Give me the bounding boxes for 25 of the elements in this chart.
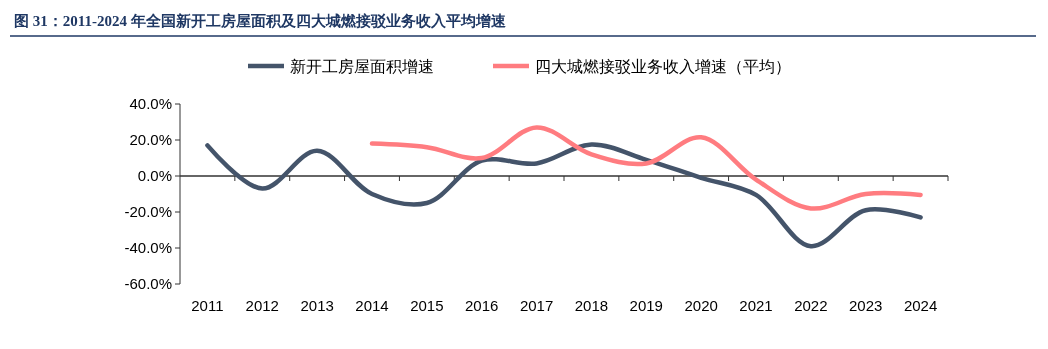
legend-label: 新开工房屋面积增速: [290, 57, 434, 75]
x-tick-label: 2019: [629, 297, 663, 314]
x-tick-label: 2018: [574, 297, 609, 314]
legend-label: 四大城燃接驳业务收入增速（平均）: [535, 57, 791, 75]
y-tick-label: -60.0%: [124, 275, 172, 293]
line-series: [205, 142, 923, 249]
x-tick-label: 2022: [794, 297, 828, 314]
y-tick-label: 20.0%: [129, 131, 172, 149]
line-series: [369, 125, 923, 211]
x-tick-label: 2021: [739, 297, 773, 314]
y-tick-label: -40.0%: [124, 239, 172, 257]
x-tick-label: 2013: [300, 297, 334, 314]
y-tick-label: 0.0%: [137, 167, 172, 185]
x-tick-label: 2023: [849, 297, 883, 314]
x-tick-label: 2012: [245, 297, 279, 314]
x-tick-label: 2015: [410, 297, 444, 314]
chart-title: 图 31：2011-2024 年全国新开工房屋面积及四大城燃接驳业务收入平均增速: [14, 12, 507, 29]
x-tick-label: 2017: [519, 297, 554, 314]
y-tick-label: -20.0%: [124, 203, 172, 221]
x-tick-label: 2011: [191, 297, 224, 314]
y-tick-label: 40.0%: [129, 95, 172, 113]
x-tick-label: 2024: [903, 297, 938, 314]
x-tick-label: 2016: [465, 297, 499, 314]
x-tick-label: 2020: [684, 297, 718, 314]
x-tick-label: 2014: [355, 297, 389, 314]
